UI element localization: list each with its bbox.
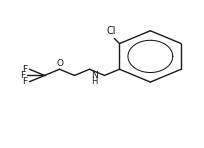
Text: F: F <box>20 71 25 80</box>
Text: F: F <box>22 65 27 74</box>
Text: Cl: Cl <box>106 25 115 36</box>
Text: N: N <box>91 71 98 80</box>
Text: O: O <box>56 59 63 68</box>
Text: H: H <box>91 77 97 86</box>
Text: F: F <box>22 77 27 86</box>
